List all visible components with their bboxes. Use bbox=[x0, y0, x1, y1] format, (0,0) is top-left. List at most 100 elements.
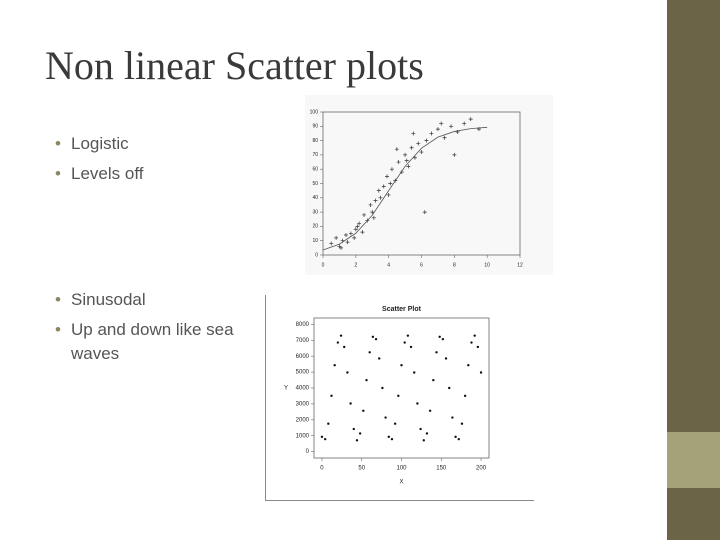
y-tick-label: 60 bbox=[312, 167, 318, 173]
bullet: Up and down like sea waves bbox=[55, 318, 240, 366]
bullet: Logistic bbox=[55, 132, 240, 156]
point bbox=[422, 210, 427, 215]
x-tick-label: 150 bbox=[436, 466, 447, 472]
point bbox=[449, 124, 454, 129]
point bbox=[388, 181, 393, 186]
point bbox=[479, 371, 483, 374]
point bbox=[438, 335, 441, 339]
x-tick-label: 100 bbox=[396, 466, 407, 472]
point bbox=[435, 351, 438, 354]
point bbox=[468, 117, 473, 122]
y-tick-label: 70 bbox=[312, 152, 318, 158]
chart-title: Scatter Plot bbox=[382, 306, 422, 313]
point bbox=[355, 224, 360, 229]
point bbox=[428, 409, 432, 412]
point bbox=[343, 345, 346, 349]
point bbox=[348, 231, 353, 236]
point bbox=[460, 422, 464, 425]
x-tick-label: 12 bbox=[517, 262, 523, 268]
x-tick-label: 0 bbox=[320, 466, 324, 472]
point bbox=[334, 235, 339, 240]
point bbox=[327, 422, 330, 425]
point bbox=[339, 245, 344, 250]
point bbox=[320, 435, 324, 439]
point bbox=[473, 334, 476, 337]
point bbox=[368, 202, 373, 207]
point bbox=[403, 152, 408, 157]
point bbox=[355, 439, 359, 442]
point bbox=[463, 394, 467, 398]
bullet-list: Logistic Levels off bbox=[55, 132, 240, 192]
y-tick-label: 0 bbox=[315, 252, 318, 258]
point bbox=[371, 335, 375, 339]
slide-title: Non linear Scatter plots bbox=[45, 43, 424, 88]
point bbox=[378, 195, 383, 200]
point bbox=[389, 167, 394, 172]
point bbox=[416, 141, 421, 146]
y-axis-label: Y bbox=[284, 386, 288, 392]
point bbox=[403, 341, 406, 344]
point bbox=[397, 394, 400, 398]
point bbox=[352, 427, 355, 431]
x-tick-label: 200 bbox=[476, 466, 487, 472]
y-tick-label: 80 bbox=[312, 138, 318, 144]
point bbox=[394, 147, 399, 152]
point bbox=[442, 135, 447, 140]
y-tick-label: 20 bbox=[312, 224, 318, 230]
point bbox=[357, 221, 362, 226]
point bbox=[329, 241, 334, 246]
y-tick-label: 0 bbox=[306, 449, 310, 455]
point bbox=[422, 439, 425, 442]
point bbox=[330, 394, 333, 398]
point bbox=[387, 435, 390, 439]
point bbox=[345, 240, 350, 245]
point bbox=[425, 432, 429, 435]
point bbox=[393, 422, 397, 425]
point bbox=[452, 152, 457, 157]
x-tick-label: 6 bbox=[420, 262, 423, 268]
point bbox=[432, 378, 435, 382]
x-tick-label: 50 bbox=[358, 466, 365, 472]
point bbox=[371, 215, 376, 220]
point bbox=[462, 121, 467, 126]
side-accent bbox=[667, 432, 720, 488]
point bbox=[358, 432, 362, 435]
point bbox=[416, 402, 419, 405]
y-tick-label: 10 bbox=[312, 238, 318, 244]
y-tick-label: 2000 bbox=[296, 417, 310, 423]
point bbox=[435, 127, 440, 132]
point bbox=[385, 174, 390, 179]
point bbox=[373, 198, 378, 203]
point bbox=[323, 437, 327, 441]
x-tick-label: 10 bbox=[484, 262, 490, 268]
y-tick-label: 5000 bbox=[296, 370, 310, 376]
y-tick-label: 30 bbox=[312, 209, 318, 215]
y-tick-label: 7000 bbox=[296, 338, 310, 344]
point bbox=[406, 164, 411, 169]
point bbox=[419, 150, 424, 155]
point bbox=[411, 131, 416, 136]
point bbox=[365, 378, 368, 382]
point bbox=[362, 409, 365, 412]
x-axis-label: X bbox=[399, 480, 403, 486]
y-tick-label: 50 bbox=[312, 181, 318, 187]
point bbox=[467, 364, 470, 367]
bullet: Sinusodal bbox=[55, 288, 240, 312]
point bbox=[444, 357, 448, 360]
point bbox=[413, 371, 416, 374]
point bbox=[424, 138, 429, 143]
point bbox=[396, 160, 401, 165]
point bbox=[429, 131, 434, 136]
point bbox=[370, 210, 375, 215]
point bbox=[368, 351, 371, 354]
point bbox=[346, 371, 349, 374]
point bbox=[390, 437, 394, 441]
point bbox=[378, 357, 381, 360]
y-tick-label: 1000 bbox=[296, 433, 310, 439]
point bbox=[339, 334, 343, 337]
point bbox=[376, 188, 381, 193]
point bbox=[333, 364, 336, 367]
point bbox=[360, 230, 365, 235]
